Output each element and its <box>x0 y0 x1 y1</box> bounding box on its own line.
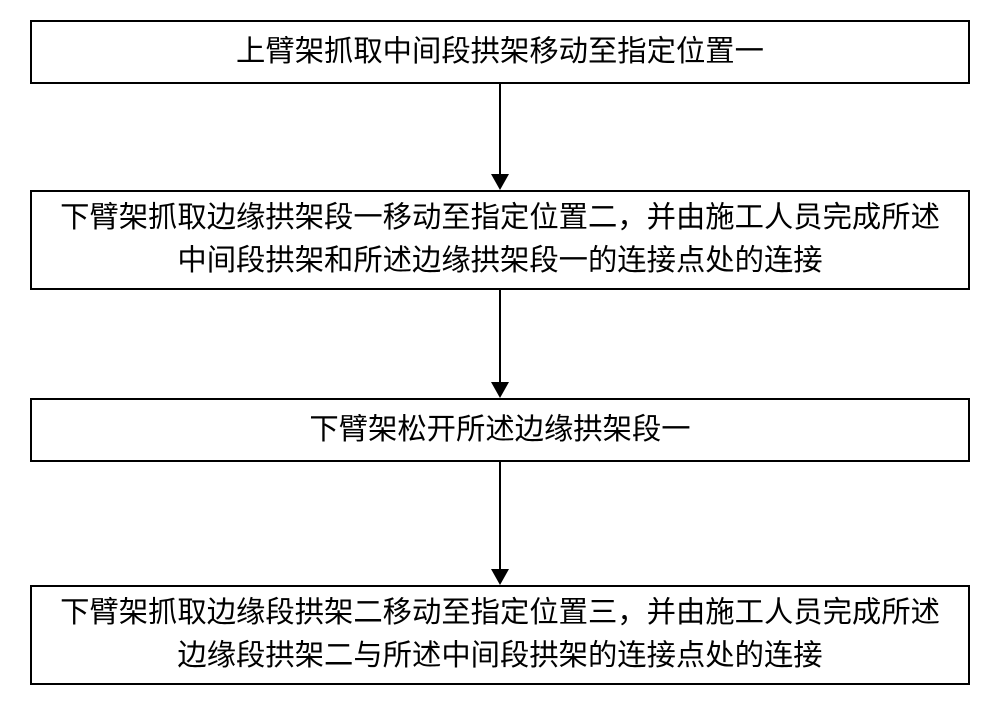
flow-node-text: 下臂架松开所述边缘拱架段一 <box>309 409 690 452</box>
flow-node-text: 下臂架抓取边缘段拱架二移动至指定位置三，并由施工人员完成所述边缘段拱架二与所述中… <box>46 592 954 677</box>
flow-node-step2: 下臂架抓取边缘拱架段一移动至指定位置二，并由施工人员完成所述中间段拱架和所述边缘… <box>30 190 970 290</box>
flow-node-step1: 上臂架抓取中间段拱架移动至指定位置一 <box>30 20 970 84</box>
flow-edge-1-2 <box>489 84 511 190</box>
flow-node-step3: 下臂架松开所述边缘拱架段一 <box>30 398 970 462</box>
flow-edge-3-4 <box>489 462 511 585</box>
flow-node-step4: 下臂架抓取边缘段拱架二移动至指定位置三，并由施工人员完成所述边缘段拱架二与所述中… <box>30 585 970 685</box>
flow-edge-2-3 <box>489 290 511 398</box>
flow-node-text: 下臂架抓取边缘拱架段一移动至指定位置二，并由施工人员完成所述中间段拱架和所述边缘… <box>46 197 954 282</box>
flow-node-text: 上臂架抓取中间段拱架移动至指定位置一 <box>236 31 764 74</box>
flowchart-canvas: 上臂架抓取中间段拱架移动至指定位置一 下臂架抓取边缘拱架段一移动至指定位置二，并… <box>0 0 1000 727</box>
